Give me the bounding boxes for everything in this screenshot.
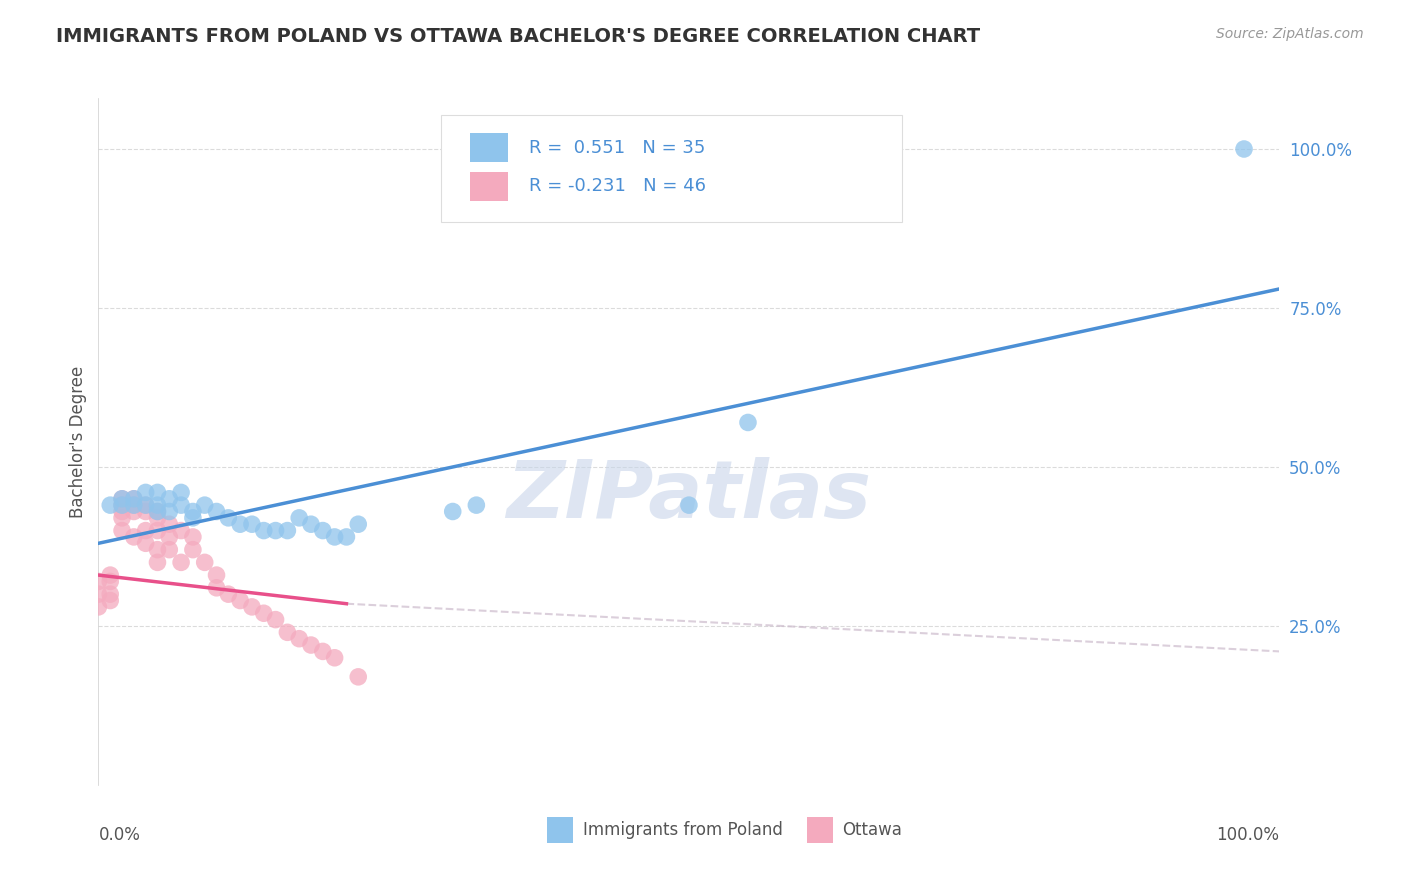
Point — [217, 511, 239, 525]
Point — [146, 498, 169, 512]
Point — [441, 504, 464, 518]
Point — [217, 587, 239, 601]
Point — [170, 498, 193, 512]
Point — [264, 613, 287, 627]
Point — [111, 524, 134, 538]
Point — [264, 524, 287, 538]
Point — [146, 504, 169, 518]
Point — [276, 524, 298, 538]
Point — [312, 524, 335, 538]
Point — [87, 587, 110, 601]
Point — [465, 498, 488, 512]
Text: ZIPatlas: ZIPatlas — [506, 458, 872, 535]
Point — [240, 599, 263, 614]
Point — [122, 491, 145, 506]
Text: 0.0%: 0.0% — [98, 826, 141, 844]
Point — [170, 524, 193, 538]
Point — [135, 524, 157, 538]
Point — [323, 650, 346, 665]
Point — [146, 542, 169, 557]
Y-axis label: Bachelor's Degree: Bachelor's Degree — [69, 366, 87, 517]
Point — [122, 498, 145, 512]
Point — [1233, 142, 1256, 156]
Point — [229, 593, 252, 607]
Point — [170, 555, 193, 569]
Point — [111, 498, 134, 512]
Point — [288, 511, 311, 525]
Point — [181, 511, 204, 525]
Point — [347, 670, 370, 684]
Point — [87, 574, 110, 589]
Point — [157, 517, 180, 532]
Point — [122, 530, 145, 544]
Point — [135, 498, 157, 512]
Point — [135, 536, 157, 550]
Point — [181, 542, 204, 557]
Point — [347, 517, 370, 532]
Point — [253, 607, 276, 621]
Point — [98, 498, 121, 512]
Point — [288, 632, 311, 646]
Point — [253, 524, 276, 538]
FancyBboxPatch shape — [441, 115, 901, 222]
Text: 100.0%: 100.0% — [1216, 826, 1279, 844]
Point — [98, 574, 121, 589]
Point — [135, 485, 157, 500]
Point — [146, 485, 169, 500]
Point — [181, 504, 204, 518]
Bar — [807, 817, 832, 843]
Point — [98, 587, 121, 601]
Point — [205, 581, 228, 595]
Point — [157, 542, 180, 557]
Point — [194, 498, 217, 512]
Point — [276, 625, 298, 640]
Point — [87, 599, 110, 614]
Text: R =  0.551   N = 35: R = 0.551 N = 35 — [530, 138, 706, 157]
Point — [111, 504, 134, 518]
Point — [181, 530, 204, 544]
Point — [240, 517, 263, 532]
Point — [111, 498, 134, 512]
Point — [157, 491, 180, 506]
Point — [146, 555, 169, 569]
Point — [146, 504, 169, 518]
Point — [312, 644, 335, 658]
Point — [111, 491, 134, 506]
Point — [146, 524, 169, 538]
Point — [135, 498, 157, 512]
Point — [122, 491, 145, 506]
Bar — [471, 172, 508, 202]
Text: Immigrants from Poland: Immigrants from Poland — [582, 821, 783, 838]
Text: Ottawa: Ottawa — [842, 821, 903, 838]
Point — [111, 491, 134, 506]
Point — [205, 504, 228, 518]
Point — [737, 416, 759, 430]
Bar — [471, 133, 508, 162]
Bar — [547, 817, 574, 843]
Text: IMMIGRANTS FROM POLAND VS OTTAWA BACHELOR'S DEGREE CORRELATION CHART: IMMIGRANTS FROM POLAND VS OTTAWA BACHELO… — [56, 27, 980, 45]
Point — [98, 593, 121, 607]
Point — [122, 504, 145, 518]
Point — [111, 511, 134, 525]
Text: R = -0.231   N = 46: R = -0.231 N = 46 — [530, 177, 706, 195]
Point — [299, 638, 322, 652]
Point — [678, 498, 700, 512]
Point — [323, 530, 346, 544]
Point — [229, 517, 252, 532]
Point — [299, 517, 322, 532]
Point — [205, 568, 228, 582]
Point — [146, 511, 169, 525]
Point — [157, 530, 180, 544]
Point — [194, 555, 217, 569]
Point — [98, 568, 121, 582]
Point — [335, 530, 357, 544]
Point — [170, 485, 193, 500]
Point — [122, 498, 145, 512]
Point — [157, 504, 180, 518]
Text: Source: ZipAtlas.com: Source: ZipAtlas.com — [1216, 27, 1364, 41]
Point — [135, 504, 157, 518]
